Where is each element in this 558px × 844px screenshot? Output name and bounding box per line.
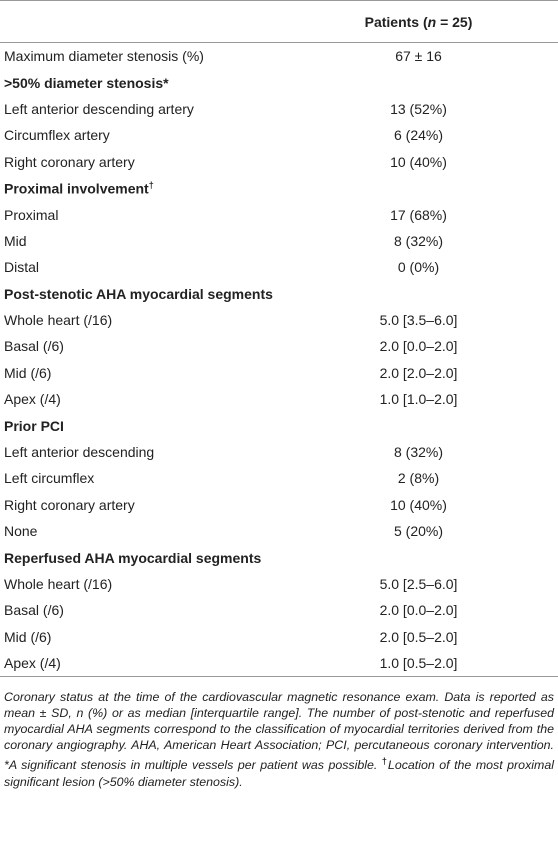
row-value: 10 (40%) — [390, 153, 447, 170]
row-value: 2.0 [2.0–2.0] — [379, 364, 458, 381]
header-italic: n — [427, 13, 437, 30]
caption-mark: † — [381, 756, 388, 767]
row-value: 17 (68%) — [390, 206, 447, 223]
table-row: Distal 0 (0%) — [0, 254, 558, 280]
row-label: Whole heart (/16) — [4, 576, 113, 592]
row-value: 2 (8%) — [397, 470, 440, 487]
table-row: Maximum diameter stenosis (%) 67 ± 16 — [0, 43, 558, 70]
row-value: 13 (52%) — [390, 100, 447, 117]
section-cell: Proximal involvement† — [0, 175, 558, 201]
table-row: Reperfused AHA myocardial segments — [0, 544, 558, 570]
row-label: None — [4, 523, 38, 540]
row-label: Right coronary artery — [4, 153, 135, 170]
section-label: Prior PCI — [4, 417, 64, 434]
row-value: 1.0 [0.5–2.0] — [279, 649, 558, 678]
row-label: Left anterior descending artery — [4, 100, 194, 117]
table-row: Right coronary artery 10 (40%) — [0, 149, 558, 175]
row-label: Basal (/6) — [4, 338, 64, 355]
row-label: Mid (/6) — [4, 364, 52, 381]
table-body: Maximum diameter stenosis (%) 67 ± 16 >50%… — [0, 43, 558, 678]
row-label: Proximal — [4, 206, 59, 223]
header-text: Patients ( — [364, 13, 428, 30]
table-row: Proximal involvement† — [0, 175, 558, 201]
row-label: Mid — [4, 232, 27, 249]
footnote-mark: † — [148, 179, 154, 190]
section-label: >50% diameter stenosis* — [4, 74, 169, 91]
section-cell: Prior PCI — [0, 412, 558, 438]
table-row: Prior PCI — [0, 412, 558, 438]
row-label: Apex (/4) — [0, 649, 279, 678]
section-cell: Reperfused AHA myocardial segments — [0, 544, 558, 570]
table-row: Circumflex artery 6 (24%) — [0, 122, 558, 148]
row-value: 8 (32%) — [393, 232, 444, 249]
caption: Coronary status at the time of the cardi… — [4, 689, 554, 789]
row-label: Right coronary artery — [4, 496, 135, 513]
section-label: Post-stenotic AHA myocardial segments — [4, 285, 273, 302]
table-row: Whole heart (/16) 5.0 [3.5–6.0] — [0, 307, 558, 333]
row-label: Maximum diameter stenosis (%) — [4, 48, 204, 65]
header-row: Patients (n = 25) — [0, 0, 558, 43]
header-empty — [0, 0, 279, 43]
table-row: >50% diameter stenosis* — [0, 69, 558, 95]
row-value: 1.0 [1.0–2.0] — [379, 391, 458, 408]
row-value: 5 (20%) — [393, 523, 444, 540]
table-row: Left circumflex 2 (8%) — [0, 465, 558, 491]
row-value: 5.0 [2.5–6.0] — [379, 576, 458, 592]
section-label: Proximal involvement — [4, 180, 149, 197]
row-value: 2.0 [0.0–2.0] — [379, 602, 458, 619]
caption-text: Location of the most proximal significan… — [4, 758, 554, 789]
row-value: 8 (32%) — [393, 444, 444, 461]
table-row: Basal (/6) 2.0 [0.0–2.0] — [0, 597, 558, 623]
table-row: Whole heart (/16) 5.0 [2.5–6.0] — [0, 571, 558, 597]
table-row: Mid 8 (32%) — [0, 228, 558, 254]
table-row: Post-stenotic AHA myocardial segments — [0, 281, 558, 307]
table-row: Mid (/6) 2.0 [0.5–2.0] — [0, 624, 558, 650]
table-row: Proximal 17 (68%) — [0, 201, 558, 227]
row-label: Basal (/6) — [4, 602, 64, 619]
data-table: Patients (n = 25) Maximum diameter steno… — [0, 0, 558, 678]
row-value: 2.0 [0.0–2.0] — [379, 338, 458, 355]
section-label: Reperfused AHA myocardial segments — [4, 549, 262, 566]
section-cell: Post-stenotic AHA myocardial segments — [0, 281, 558, 307]
table-header: Patients (n = 25) — [0, 0, 558, 43]
row-label: Apex (/4) — [4, 391, 61, 408]
row-label: Whole heart (/16) — [4, 312, 113, 329]
row-value: 67 ± 16 — [395, 48, 442, 65]
table-row: Basal (/6) 2.0 [0.0–2.0] — [0, 333, 558, 359]
table-row: Left anterior descending artery 13 (52%) — [0, 96, 558, 122]
table-row: Right coronary artery 10 (40%) — [0, 492, 558, 518]
row-label: Distal — [4, 259, 40, 276]
section-cell: >50% diameter stenosis* — [0, 69, 558, 95]
table-row: Left anterior descending 8 (32%) — [0, 439, 558, 465]
row-value: 2.0 [0.5–2.0] — [379, 628, 458, 645]
row-value: 6 (24%) — [393, 127, 444, 144]
header-text: = 25) — [436, 13, 473, 30]
row-label: Mid (/6) — [4, 628, 52, 645]
table-row: Mid (/6) 2.0 [2.0–2.0] — [0, 360, 558, 386]
header-cell: Patients (n = 25) — [279, 0, 558, 43]
row-value: 5.0 [3.5–6.0] — [379, 312, 458, 329]
table-row: Apex (/4) 1.0 [1.0–2.0] — [0, 386, 558, 412]
row-value: 10 (40%) — [390, 496, 447, 513]
row-label: Circumflex artery — [4, 127, 110, 144]
table-row: Apex (/4) 1.0 [0.5–2.0] — [0, 649, 558, 678]
row-label: Left anterior descending — [4, 444, 155, 461]
caption-text: Coronary status at the time of the cardi… — [4, 690, 554, 773]
table-row: None 5 (20%) — [0, 518, 558, 544]
row-value: 0 (0%) — [397, 259, 440, 276]
row-label: Left circumflex — [4, 470, 95, 487]
